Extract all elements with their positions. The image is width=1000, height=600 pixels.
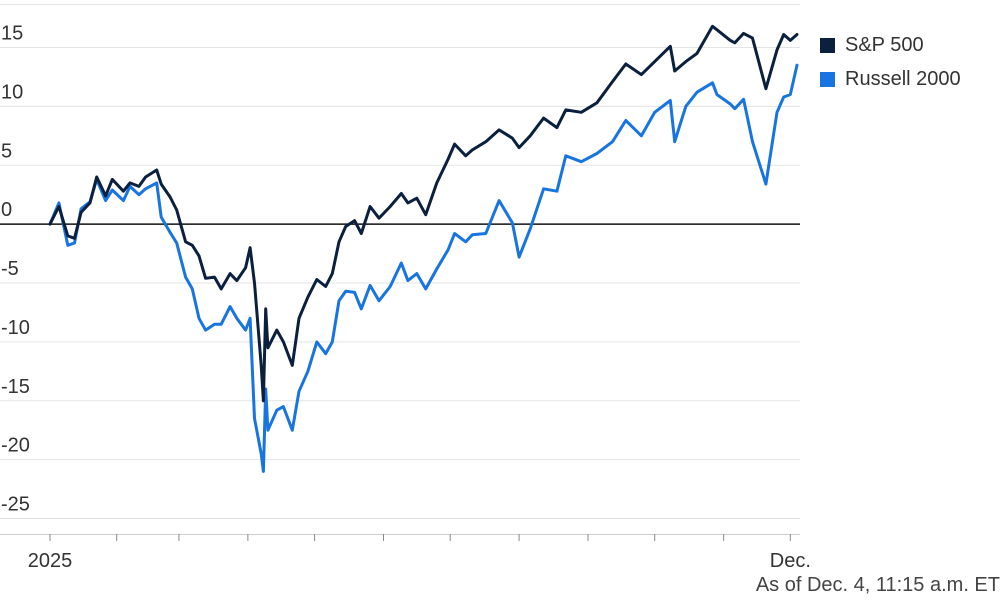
x-tick-label: Dec. <box>770 550 811 572</box>
y-axis-labels: 15 10 5 0 -5 -10 -15 -20 -25 <box>1 23 30 516</box>
gridlines <box>0 4 800 519</box>
series-line-russell2000 <box>48 63 799 473</box>
y-tick-label: -15 <box>1 376 30 398</box>
y-tick-label: -5 <box>1 258 19 280</box>
y-tick-label: 10 <box>1 81 23 103</box>
legend-label-sp500: S&P 500 <box>845 33 924 56</box>
legend-item-sp500: S&P 500 <box>820 28 961 62</box>
y-tick-label: 5 <box>1 140 12 162</box>
legend-label-russell2000: Russell 2000 <box>845 67 961 90</box>
x-axis: 2025 Dec. <box>0 534 811 572</box>
legend: S&P 500 Russell 2000 <box>820 28 961 96</box>
y-tick-label: 15 <box>1 23 23 45</box>
legend-swatch-sp500 <box>820 37 835 53</box>
series-lines <box>48 24 799 473</box>
x-tick-label: 2025 <box>28 550 73 572</box>
footnote: As of Dec. 4, 11:15 a.m. ET <box>755 574 1000 596</box>
legend-item-russell2000: Russell 2000 <box>820 62 961 96</box>
y-tick-label: -25 <box>1 494 30 516</box>
y-tick-label: 0 <box>1 199 12 221</box>
legend-swatch-russell2000 <box>820 71 835 87</box>
y-tick-label: -10 <box>1 317 30 339</box>
series-line-sp500 <box>48 24 799 403</box>
y-tick-label: -20 <box>1 435 30 457</box>
